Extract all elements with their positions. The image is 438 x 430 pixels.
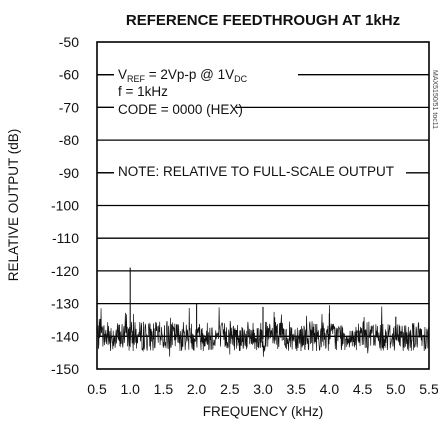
y-tick-label: -140 [51, 328, 79, 344]
x-tick-label: 2.0 [187, 381, 207, 397]
x-tick-labels: 0.5 1.0 1.5 2.0 2.5 3.0 3.5 4.0 4.5 5.0 5.5 [87, 381, 438, 397]
y-tick-label: -150 [51, 361, 79, 377]
figure-id-label: MAX5150/51 toc11 [431, 70, 438, 129]
y-tick-label: -90 [59, 165, 79, 181]
x-tick-label: 0.5 [87, 381, 107, 397]
y-tick-label: -110 [52, 230, 79, 246]
y-axis-label: RELATIVE OUTPUT (dB) [6, 129, 21, 282]
x-tick-label: 4.5 [353, 381, 373, 397]
y-tick-labels: -50 -60 -70 -80 -90 -100 -110 -120 -130 -140 -150 [51, 34, 79, 377]
x-tick-label: 4.0 [320, 381, 340, 397]
chart-title: REFERENCE FEEDTHROUGH AT 1kHz [126, 12, 400, 29]
x-tick-label: 2.5 [220, 381, 240, 397]
annotation-note: NOTE: RELATIVE TO FULL-SCALE OUTPUT [118, 164, 394, 179]
plot-frame [96, 41, 430, 370]
y-tick-label: -80 [59, 132, 79, 148]
y-tick-label: -60 [59, 67, 79, 83]
x-tick-label: 5.0 [386, 381, 406, 397]
annotation-code: CODE = 0000 (HEX) [118, 102, 243, 117]
x-tick-label: 3.5 [286, 381, 306, 397]
noise-trace-line [96, 305, 430, 357]
y-tick-label: -130 [51, 296, 79, 312]
x-axis-label: FREQUENCY (kHz) [203, 404, 324, 419]
y-tick-label: -120 [51, 263, 79, 279]
y-tick-label: -70 [59, 99, 79, 115]
annotation-freq: f = 1kHz [118, 84, 168, 99]
x-tick-label: 1.5 [154, 381, 174, 397]
annotation-vref: VREF = 2Vp-p @ 1VDC [118, 67, 248, 84]
annotation-group: VREF = 2Vp-p @ 1VDC f = 1kHz CODE = 0000… [118, 67, 394, 179]
y-tick-label: -100 [51, 198, 79, 214]
series-noise-trace [96, 267, 430, 357]
y-tick-label: -50 [59, 34, 79, 50]
x-tick-label: 5.5 [419, 381, 438, 397]
x-tick-label: 1.0 [120, 381, 140, 397]
x-tick-label: 3.0 [253, 381, 273, 397]
